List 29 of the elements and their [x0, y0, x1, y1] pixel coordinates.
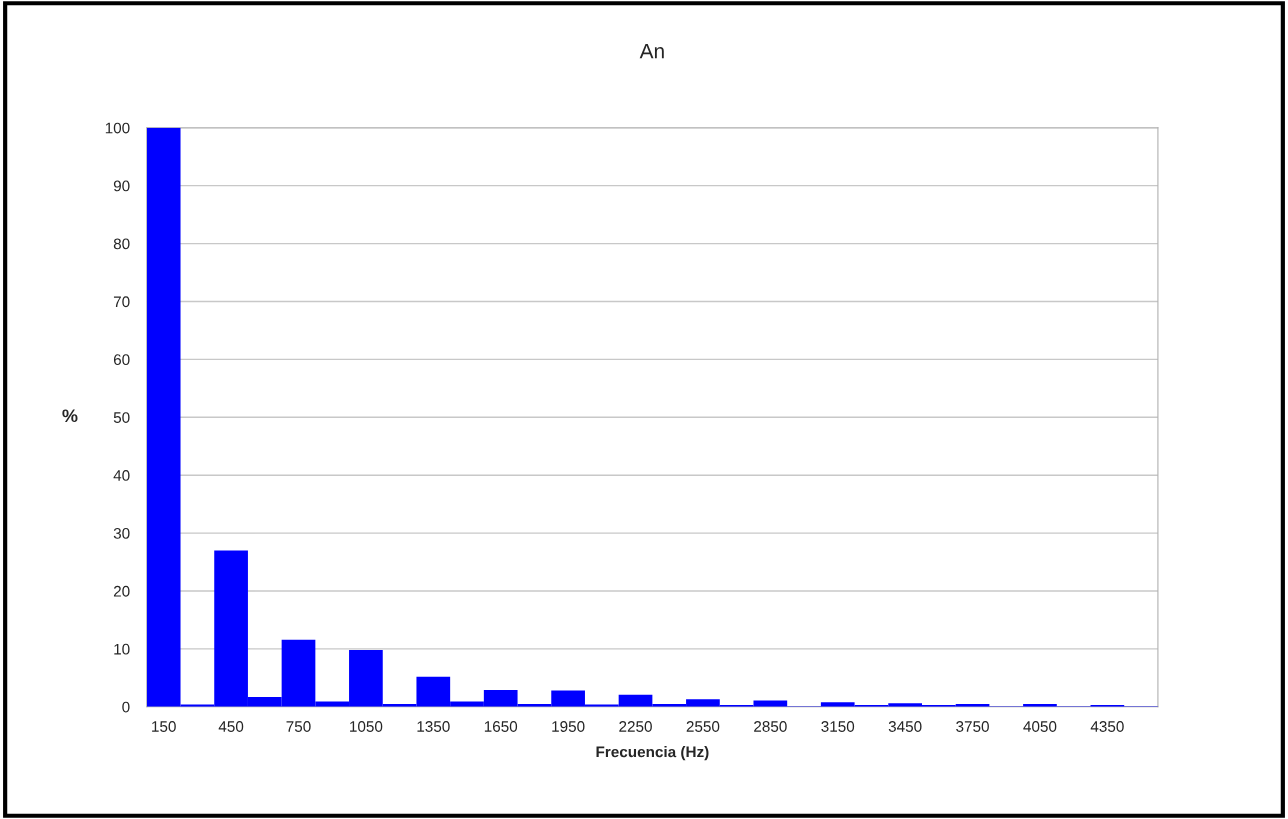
y-tick-label: 40	[113, 470, 130, 481]
y-tick-label: 50	[113, 412, 130, 423]
x-tick-label: 4350	[1090, 721, 1124, 732]
y-tick-label: 20	[113, 585, 130, 597]
x-tick-label: 3750	[956, 721, 989, 732]
y-tick-label: 0	[122, 701, 130, 713]
x-tick-label: 1350	[417, 721, 450, 732]
x-tick-label: 150	[152, 721, 176, 732]
x-tick-label: 750	[286, 721, 311, 732]
y-tick-label: 100	[105, 122, 130, 134]
x-tick-label: 2550	[686, 721, 720, 732]
y-tick-label: 90	[113, 180, 130, 192]
y-tick-label: 80	[113, 238, 130, 250]
x-tick-label: 4050	[1023, 721, 1057, 732]
x-tick-label: 1050	[350, 721, 383, 732]
x-axis-title: Frecuencia (Hz)	[596, 746, 709, 761]
y-tick-label: 30	[113, 527, 130, 539]
x-tick-label: 2850	[754, 721, 787, 732]
x-tick-label: 2250	[619, 721, 652, 732]
y-tick-label: 70	[113, 296, 130, 308]
y-tick-label: 10	[114, 643, 130, 655]
chart-title: An	[639, 43, 664, 59]
y-tick-label: 60	[113, 354, 130, 366]
x-tick-label: 1950	[552, 721, 585, 732]
x-tick-label: 1650	[484, 721, 518, 732]
y-axis-title: %	[62, 409, 78, 423]
x-tick-label: 3150	[821, 721, 855, 732]
x-tick-label: 450	[218, 721, 244, 732]
x-tick-label: 3450	[888, 721, 922, 732]
